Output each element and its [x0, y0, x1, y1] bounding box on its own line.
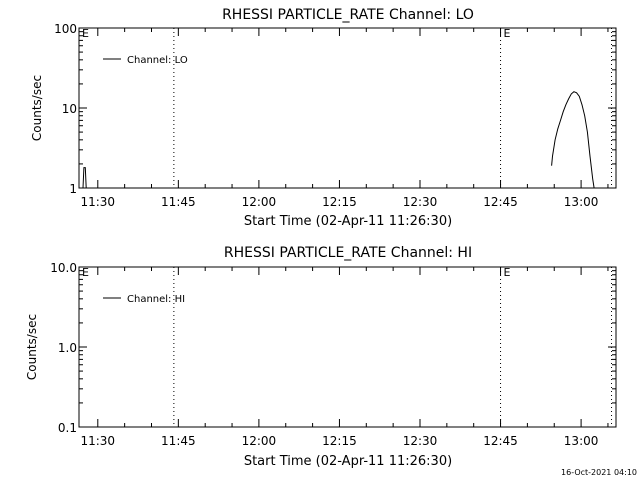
legend: Channel: HI — [103, 294, 185, 305]
y-axis-label: Counts/sec — [30, 75, 44, 141]
x-tick-label: 12:30 — [403, 434, 438, 448]
series-line — [82, 167, 87, 189]
x-tick-label: 13:00 — [564, 195, 599, 209]
hi-channel-panel: RHESSI PARTICLE_RATE Channel: HI Counts/… — [25, 245, 617, 469]
generation-timestamp: 16-Oct-2021 04:10 — [561, 468, 637, 477]
x-tick-label: 11:45 — [161, 434, 196, 448]
legend-label: Channel: LO — [127, 55, 188, 66]
event-marker: E — [504, 27, 511, 40]
y-tick-label: 10 — [62, 102, 77, 116]
x-tick-label: 11:30 — [80, 195, 115, 209]
y-axis-label: Counts/sec — [25, 314, 39, 380]
x-tick-label: 13:00 — [564, 434, 599, 448]
x-tick-label: 11:45 — [161, 195, 196, 209]
y-tick-label: 10.0 — [50, 261, 77, 275]
legend-label: Channel: HI — [127, 294, 185, 305]
x-tick-label: 12:30 — [403, 195, 438, 209]
x-tick-label: 11:30 — [80, 434, 115, 448]
series-line — [551, 91, 595, 189]
y-tick-label: 1.0 — [58, 341, 77, 355]
y-tick-label: 0.1 — [58, 421, 77, 435]
event-marker: E — [82, 266, 89, 279]
x-tick-label: 12:00 — [242, 195, 277, 209]
x-axis-label: Start Time (02-Apr-11 11:26:30) — [244, 454, 452, 469]
x-tick-label: 12:15 — [322, 434, 357, 448]
y-tick-label: 100 — [54, 22, 77, 36]
legend: Channel: LO — [103, 55, 188, 66]
x-tick-label: 12:45 — [483, 434, 518, 448]
event-marker: E — [82, 27, 89, 40]
y-tick-label: 1 — [69, 182, 77, 196]
lo-channel-panel: RHESSI PARTICLE_RATE Channel: LO Counts/… — [30, 7, 617, 229]
x-tick-label: 12:45 — [483, 195, 518, 209]
x-axis-label: Start Time (02-Apr-11 11:26:30) — [244, 214, 452, 229]
x-tick-label: 12:00 — [242, 434, 277, 448]
chart-title: RHESSI PARTICLE_RATE Channel: LO — [222, 7, 474, 23]
plot-frame — [78, 266, 617, 428]
event-marker: E — [504, 266, 511, 279]
plot-frame — [78, 27, 617, 189]
x-tick-label: 12:15 — [322, 195, 357, 209]
chart-title: RHESSI PARTICLE_RATE Channel: HI — [224, 245, 472, 261]
